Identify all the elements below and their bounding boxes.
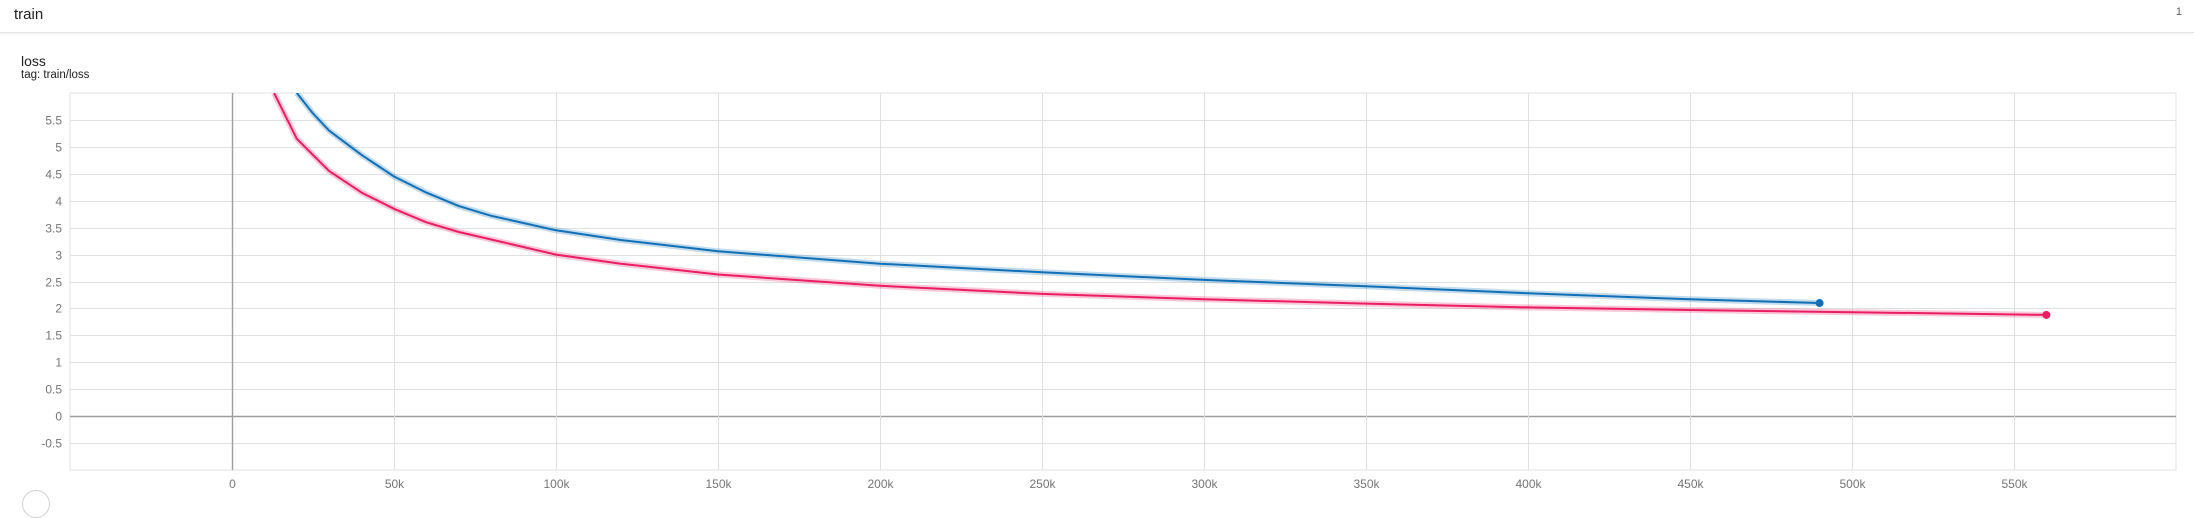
y-tick-label: 2.5 xyxy=(45,276,62,290)
y-tick-label: 3 xyxy=(55,249,62,263)
x-tick-label: 300k xyxy=(1191,477,1218,491)
loss-chart[interactable]: -0.5 0 0.5 1 1.5 2 2.5 3 3.5 4 4.5 5 5.5 0 50k 100k 150k… xyxy=(0,0,2194,495)
chart-tag: tag: train/loss xyxy=(21,69,90,81)
x-tick-label: 250k xyxy=(1029,477,1056,491)
x-tick-label: 0 xyxy=(229,477,236,491)
x-tick-label: 400k xyxy=(1515,477,1542,491)
run-group-title: train xyxy=(14,6,44,23)
y-tick-label: 0.5 xyxy=(45,383,62,397)
y-tick-label: -0.5 xyxy=(41,437,62,451)
series-halo-1 xyxy=(294,93,1820,306)
series-endpoint-1 xyxy=(1815,299,1824,308)
x-tick-label: 200k xyxy=(867,477,894,491)
x-tick-label: 100k xyxy=(543,477,570,491)
x-tick-label: 50k xyxy=(385,477,405,491)
y-tick-label: 5 xyxy=(55,141,62,155)
y-tick-label: 4 xyxy=(55,195,62,209)
chart-title: loss xyxy=(21,53,46,69)
y-tick-label: 5.5 xyxy=(45,114,62,128)
x-tick-label: 500k xyxy=(1839,477,1866,491)
series-halo-2 xyxy=(271,93,2047,318)
y-tick-label: 1.5 xyxy=(45,329,62,343)
y-tick-label: 4.5 xyxy=(45,168,62,182)
card-count: 1 xyxy=(2175,6,2182,18)
y-tick-label: 1 xyxy=(55,356,62,370)
y-tick-label: 2 xyxy=(55,302,62,316)
run-group-header[interactable]: train 1 xyxy=(0,0,2194,33)
plot-frame xyxy=(69,92,2177,471)
x-tick-label: 450k xyxy=(1677,477,1704,491)
y-tick-label: 3.5 xyxy=(45,222,62,236)
series-line-1 xyxy=(296,93,1820,304)
series-line-2 xyxy=(273,93,2047,316)
x-tick-label: 150k xyxy=(705,477,732,491)
x-tick-label: 550k xyxy=(2001,477,2028,491)
y-tick-label: 0 xyxy=(55,410,62,424)
series-endpoint-2 xyxy=(2042,310,2051,319)
x-tick-label: 350k xyxy=(1353,477,1380,491)
expand-icon[interactable] xyxy=(22,490,50,518)
